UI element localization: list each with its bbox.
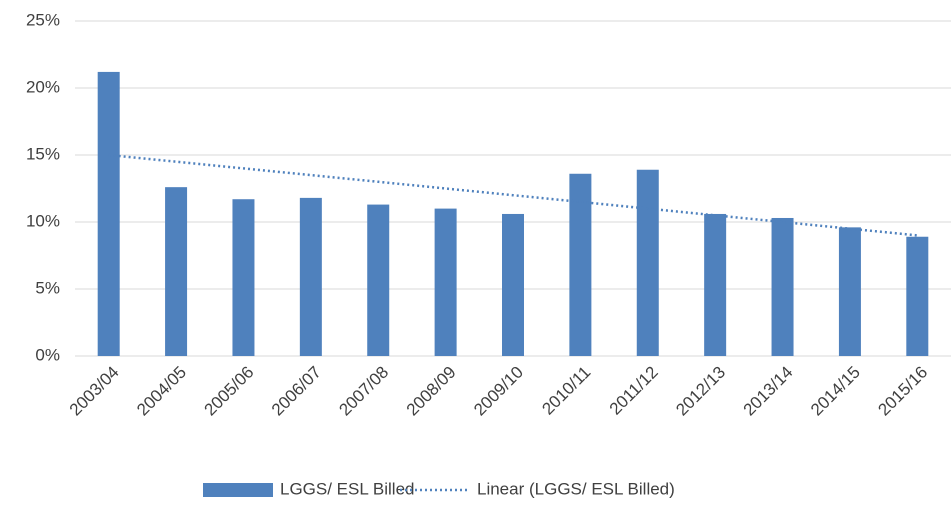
x-tick-label: 2007/08 (335, 363, 392, 420)
legend-label: LGGS/ ESL Billed (280, 479, 415, 498)
bar (232, 199, 255, 356)
x-tick-label: 2009/10 (470, 363, 527, 420)
bar (906, 236, 929, 356)
bar (97, 71, 120, 357)
y-tick-label: 15% (26, 144, 60, 163)
legend-swatch (203, 483, 273, 497)
bar (367, 204, 390, 356)
x-tick-label: 2013/14 (740, 363, 797, 420)
bar (434, 208, 457, 356)
x-tick-label: 2014/15 (807, 363, 864, 420)
bar (636, 169, 659, 356)
bar (838, 227, 861, 356)
legend-label: Linear (LGGS/ ESL Billed) (477, 479, 675, 498)
x-tick-label: 2005/06 (201, 363, 258, 420)
bar (165, 187, 188, 356)
x-tick-label: 2011/12 (606, 363, 662, 419)
y-tick-label: 20% (26, 77, 60, 96)
bar (569, 173, 592, 356)
x-tick-label: 2004/05 (133, 363, 190, 420)
trendline (108, 153, 918, 237)
x-tick-label: 2008/09 (403, 363, 460, 420)
bar (704, 213, 727, 356)
y-tick-label: 0% (35, 345, 60, 364)
bar (771, 217, 794, 356)
bar (502, 213, 524, 356)
y-tick-label: 10% (26, 211, 60, 230)
x-tick-label: 2010/11 (538, 363, 594, 419)
y-tick-label: 5% (35, 278, 60, 297)
y-tick-label: 25% (26, 10, 60, 29)
x-tick-label: 2015/16 (874, 363, 931, 420)
x-tick-label: 2006/07 (268, 363, 325, 420)
x-tick-label: 2003/04 (66, 363, 123, 420)
bar (299, 197, 322, 356)
x-tick-label: 2012/13 (672, 363, 729, 420)
